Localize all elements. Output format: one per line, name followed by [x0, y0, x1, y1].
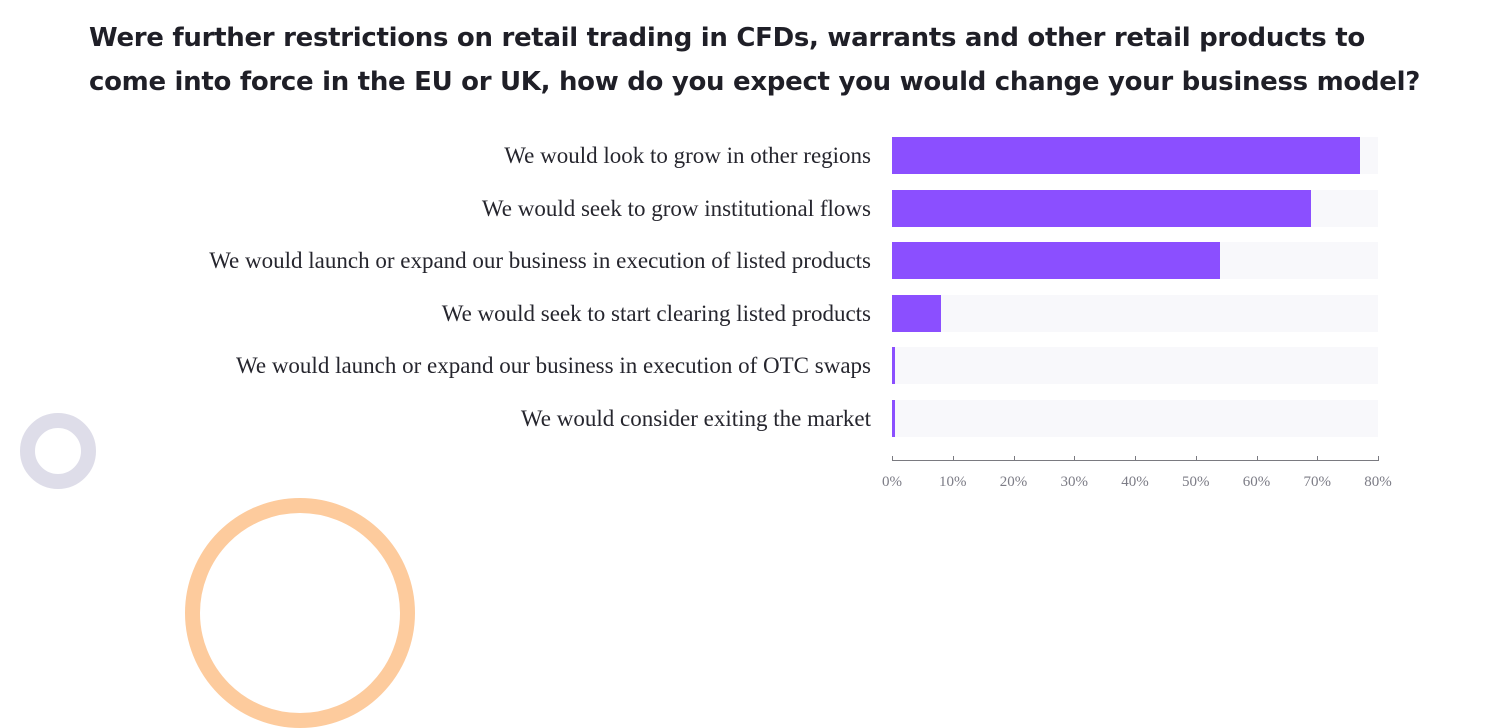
bar-track [892, 242, 1378, 279]
bar [892, 295, 941, 332]
chart-title: Were further restrictions on retail trad… [89, 23, 1420, 97]
x-tick [1256, 456, 1258, 461]
bar [892, 400, 896, 437]
x-tick-label: 60% [1242, 474, 1271, 490]
x-tick [1317, 456, 1319, 461]
x-tick-label: 20% [999, 474, 1028, 490]
bar-track [892, 400, 1378, 437]
x-tick-label: 80% [1364, 474, 1392, 490]
bar-row: We would seek to grow institutional flow… [0, 190, 1400, 227]
x-tick-label: 50% [1182, 474, 1210, 490]
x-tick-label: 0% [882, 474, 902, 490]
category-label: We would seek to grow institutional flow… [481, 196, 871, 221]
category-label: We would consider exiting the market [520, 406, 871, 431]
x-tick [1074, 456, 1076, 461]
x-tick [1195, 456, 1197, 461]
x-tick [1135, 456, 1136, 461]
bar-row: We would look to grow in other regions [0, 137, 1400, 174]
bar [892, 242, 1221, 279]
bar-row: We would consider exiting the market [0, 400, 1400, 437]
bar [892, 137, 1360, 174]
bar-track [892, 137, 1378, 174]
x-tick [952, 456, 954, 461]
bar-track [892, 347, 1378, 384]
x-tick [892, 456, 893, 461]
x-tick-label: 70% [1303, 474, 1332, 490]
x-tick-label: 10% [939, 474, 967, 490]
category-label: We would launch or expand our business i… [236, 353, 871, 378]
bar-row: We would launch or expand our business i… [0, 347, 1400, 384]
bar-track [892, 190, 1378, 227]
bar-row: We would seek to start clearing listed p… [0, 295, 1400, 332]
x-tick [1013, 456, 1015, 461]
x-tick-label: 40% [1121, 474, 1149, 490]
bar [892, 347, 896, 384]
x-tick-label: 30% [1060, 474, 1089, 490]
bar-track [892, 295, 1378, 332]
bar [892, 190, 1312, 227]
category-label: We would seek to start clearing listed p… [441, 301, 871, 326]
category-label: We would look to grow in other regions [504, 143, 871, 168]
decorative-orange-arc [185, 498, 415, 728]
category-label: We would launch or expand our business i… [209, 248, 871, 273]
bar-row: We would launch or expand our business i… [0, 242, 1400, 279]
x-tick [1378, 456, 1379, 461]
